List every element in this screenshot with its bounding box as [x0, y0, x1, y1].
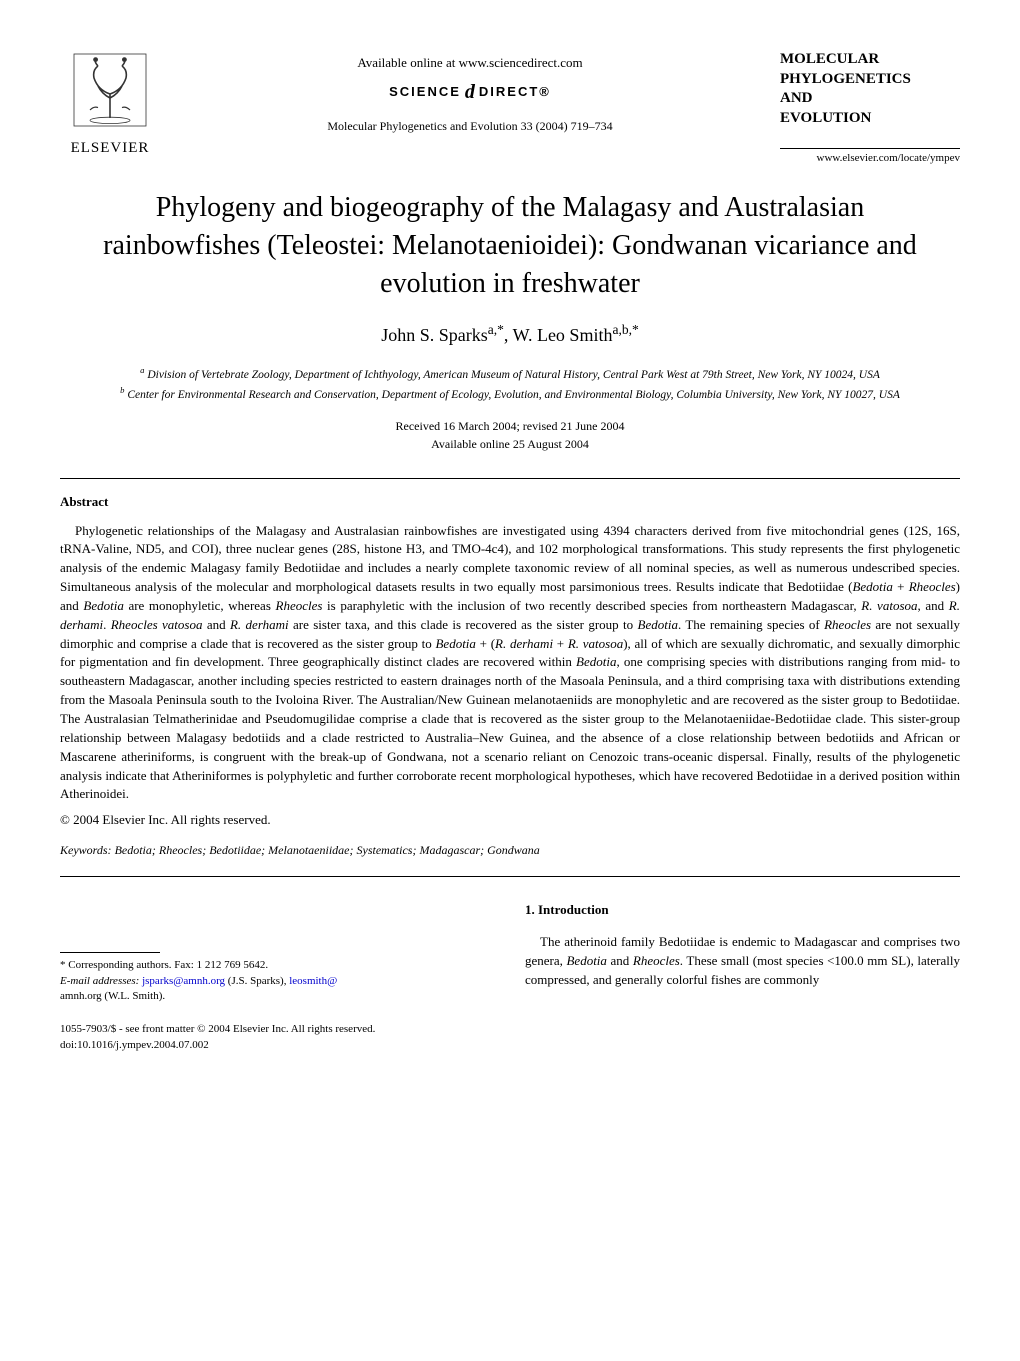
journal-url: www.elsevier.com/locate/ympev [780, 148, 960, 164]
doi-line1: 1055-7903/$ - see front matter © 2004 El… [60, 1023, 375, 1035]
journal-name-line4: EVOLUTION [780, 110, 871, 126]
section-divider-2 [60, 876, 960, 877]
author2-sup: a,b,* [612, 322, 638, 337]
abstract-heading: Abstract [60, 494, 960, 510]
header-row: ELSEVIER Available online at www.science… [60, 50, 960, 164]
column-left: * Corresponding authors. Fax: 1 212 769 … [60, 902, 495, 1053]
doi-line2: doi:10.1016/j.ympev.2004.07.002 [60, 1039, 209, 1051]
available-online-text: Available online at www.sciencedirect.co… [160, 55, 780, 71]
header-right: MOLECULAR PHYLOGENETICS AND EVOLUTION ww… [780, 50, 960, 164]
introduction-heading: 1. Introduction [525, 902, 960, 918]
email2-continuation: amnh.org (W.L. Smith). [60, 990, 165, 1002]
section-divider [60, 478, 960, 479]
dates: Received 16 March 2004; revised 21 June … [60, 417, 960, 453]
email1-author: (J.S. Sparks), [225, 975, 289, 987]
email-link-2[interactable]: leosmith@ [289, 975, 337, 987]
author1: John S. Sparks [381, 325, 488, 345]
affiliation-b: Center for Environmental Research and Co… [124, 389, 899, 401]
footnote-divider [60, 952, 160, 953]
author-separator: , [504, 325, 513, 345]
abstract-body: Phylogenetic relationships of the Malaga… [60, 522, 960, 805]
footnote-corresponding: * Corresponding authors. Fax: 1 212 769 … [60, 958, 495, 1004]
email-label: E-mail addresses: [60, 975, 142, 987]
introduction-text: The atherinoid family Bedotiidae is ende… [525, 933, 960, 990]
elsevier-label: ELSEVIER [60, 140, 160, 157]
email-link-1[interactable]: jsparks@amnh.org [142, 975, 225, 987]
journal-name-line1: MOLECULAR [780, 51, 879, 67]
journal-name-line3: AND [780, 90, 813, 106]
affiliations: a Division of Vertebrate Zoology, Depart… [60, 364, 960, 404]
affiliation-a: Division of Vertebrate Zoology, Departme… [144, 369, 879, 381]
journal-citation: Molecular Phylogenetics and Evolution 33… [160, 119, 780, 134]
author1-sup: a,* [488, 322, 504, 337]
two-column-layout: * Corresponding authors. Fax: 1 212 769 … [60, 902, 960, 1053]
sciencedirect-suffix: DIRECT® [479, 84, 551, 99]
article-title: Phylogeny and biogeography of the Malaga… [60, 189, 960, 302]
journal-name-line2: PHYLOGENETICS [780, 71, 911, 87]
header-center: Available online at www.sciencedirect.co… [160, 50, 780, 134]
corresponding-authors: * Corresponding authors. Fax: 1 212 769 … [60, 959, 268, 971]
doi-section: 1055-7903/$ - see front matter © 2004 El… [60, 1022, 495, 1053]
keywords-label: Keywords: [60, 843, 115, 857]
elsevier-tree-icon [70, 50, 150, 130]
sciencedirect-d-icon: d [465, 81, 475, 103]
authors: John S. Sparksa,*, W. Leo Smitha,b,* [60, 322, 960, 346]
author2: W. Leo Smith [513, 325, 613, 345]
journal-name: MOLECULAR PHYLOGENETICS AND EVOLUTION [780, 50, 960, 128]
received-date: Received 16 March 2004; revised 21 June … [396, 419, 625, 433]
keywords: Keywords: Bedotia; Rheocles; Bedotiidae;… [60, 843, 960, 858]
elsevier-logo: ELSEVIER [60, 50, 160, 157]
copyright: © 2004 Elsevier Inc. All rights reserved… [60, 812, 960, 828]
sciencedirect-prefix: SCIENCE [389, 84, 461, 99]
available-date: Available online 25 August 2004 [431, 437, 589, 451]
sciencedirect-logo: SCIENCE d DIRECT® [160, 81, 780, 104]
column-right: 1. Introduction The atherinoid family Be… [525, 902, 960, 1053]
